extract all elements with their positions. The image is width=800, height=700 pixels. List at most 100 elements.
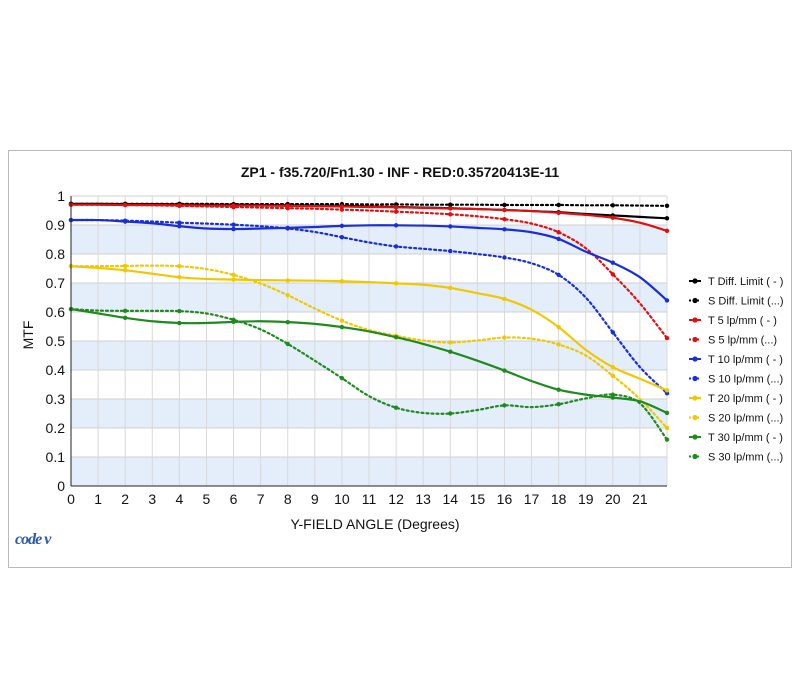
x-tick-label: 10 [334,491,350,507]
x-tick-label: 8 [284,491,292,507]
data-point [177,275,182,280]
data-point [339,279,345,284]
y-tick-label: 0.7 [46,275,66,291]
data-point [177,223,182,229]
data-point [610,215,616,220]
data-point [502,227,507,232]
data-point [610,203,616,208]
data-point [448,248,453,254]
data-point [122,308,128,314]
legend-label: S Diff. Limit (...) [708,296,784,308]
data-point [610,260,616,265]
legend-label: S 20 lp/mm (...) [708,413,783,425]
data-point [610,330,616,335]
data-point [339,223,345,229]
legend-marker [692,297,698,304]
data-point [393,281,399,286]
x-tick-label: 0 [67,491,75,507]
data-point [339,324,345,330]
legend-marker [692,375,698,382]
data-point [556,387,561,392]
data-point [231,317,236,323]
data-point [610,392,616,397]
y-tick-label: 0.1 [46,449,66,465]
data-point [285,205,290,211]
data-point [231,204,236,210]
x-tick-label: 16 [497,491,513,507]
series-line [69,202,669,207]
data-point [502,207,507,213]
y-tick-label: 0.6 [46,304,66,320]
data-point [393,223,399,228]
data-point [610,272,616,277]
x-tick-label: 19 [578,491,594,507]
data-point [177,203,182,209]
mtf-chart: 00.10.20.30.40.50.60.70.80.910 1 2 3 4 5 6 7 8 9 1… [20,164,784,532]
y-tick-label: 0 [57,478,65,494]
data-point [556,236,561,242]
x-tick-label: 21 [632,491,648,507]
legend-marker [692,434,698,440]
data-point [556,342,561,347]
data-point [664,203,670,209]
x-tick-label: 20 [605,491,621,507]
data-point [122,268,128,273]
legend-marker [692,414,698,421]
data-point [556,202,561,208]
series-line [69,308,669,415]
data-point [339,234,345,240]
data-point [285,341,290,347]
data-point [448,202,453,207]
data-point [502,217,507,222]
x-tick-label: 15 [470,491,486,507]
data-point [393,244,399,249]
x-tick-label: 14 [442,491,458,507]
data-point [664,335,670,341]
legend-marker [692,336,698,343]
x-tick-label: 3 [148,491,156,507]
y-tick-label: 0.9 [46,217,66,233]
legend-label: S 10 lp/mm (...) [708,374,783,386]
data-point [393,205,399,210]
x-axis-label: Y-FIELD ANGLE (Degrees) [290,516,459,532]
data-point [285,226,290,231]
x-tick-label: 18 [551,491,567,507]
y-tick-label: 0.5 [46,333,66,349]
legend-marker [692,356,698,362]
data-point [122,218,128,223]
x-tick-label: 7 [257,491,265,507]
data-point [122,263,128,269]
legend-label: S 30 lp/mm (...) [708,452,783,464]
data-point [448,285,453,291]
data-point [339,375,345,381]
data-point [664,388,670,393]
data-point [502,296,507,302]
series-line [69,308,669,441]
data-point [502,368,507,373]
data-point [177,308,182,314]
y-tick-label: 0.2 [46,420,66,436]
legend-label: T 30 lp/mm ( - ) [708,432,783,444]
data-point [502,202,507,208]
data-point [448,349,453,354]
series-s-10-lp-mm [68,217,670,396]
data-point [664,410,670,416]
data-point [556,272,561,278]
data-point [339,204,345,209]
data-point [610,373,616,378]
series-line [69,265,669,392]
series-layer [68,201,670,442]
chart-title: ZP1 - f35.720/Fn1.30 - INF - RED:0.35720… [241,164,559,180]
x-tick-label: 4 [175,491,183,507]
data-point [556,230,561,235]
legend-marker [692,453,698,460]
chart-panel: 0 0.1 0.2 0.3 0.4 0.5 0.6 0.7 0.8 0.9 1 0 1 2 3 4 5 6 7 8 9 1… [8,150,792,568]
data-point [556,324,561,330]
data-point [177,263,182,269]
legend-label: T 5 lp/mm ( - ) [708,315,777,327]
data-point [664,437,670,442]
series-line [69,203,669,340]
data-point [339,318,345,323]
x-tick-label: 5 [203,491,211,507]
legend-marker [692,278,698,284]
